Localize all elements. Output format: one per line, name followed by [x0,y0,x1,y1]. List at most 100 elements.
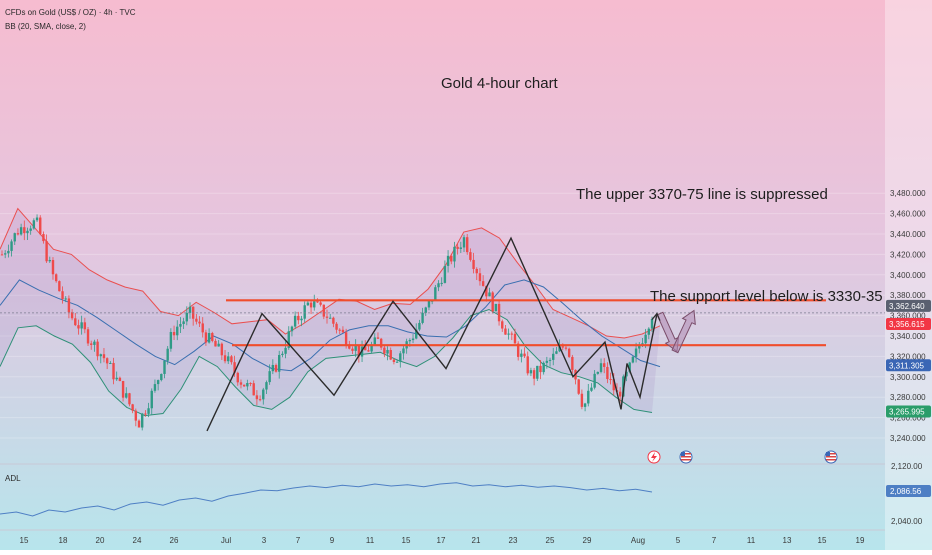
candle [367,345,370,352]
price-tick-label: 3,320.000 [890,352,926,361]
candle [109,361,112,364]
candle [523,347,526,358]
candle [217,340,220,347]
candle [246,379,249,391]
candle [580,389,584,410]
candle [456,244,459,255]
adl-axis-tick: 2,040.00 [891,517,923,526]
candle [207,328,211,344]
candle [357,345,361,363]
candle [290,325,294,337]
time-tick-label: 24 [133,536,142,545]
price-tick-label: 3,340.000 [890,332,926,341]
candle [373,333,376,346]
candle [379,337,383,350]
candle [74,312,77,327]
candle [204,329,208,346]
candle [542,361,545,375]
candle [48,256,51,263]
candle [552,347,555,366]
time-tick-label: 9 [330,536,335,545]
price-tick-label: 3,260.000 [890,414,926,423]
candle [265,380,268,395]
candle [137,419,141,428]
candle [555,347,558,355]
price-tick-label: 3,440.000 [890,230,926,239]
candle [475,267,478,281]
candle [35,214,39,222]
candle [472,252,475,274]
candle [144,410,147,417]
candle [328,313,332,319]
candle [198,316,201,328]
candle [278,350,281,379]
candle [172,325,176,341]
candle [309,299,313,315]
us-flag-icon[interactable] [824,450,838,464]
candle [606,362,609,384]
candle [386,346,389,361]
candle [587,383,590,407]
price-tick-label: 3,280.000 [890,393,926,402]
candle [376,332,380,339]
indicator-label: BB (20, SMA, close, 2) [5,22,86,31]
candle [58,280,61,292]
candle [395,359,399,363]
candle [128,392,131,407]
candle [532,367,536,386]
svg-text:3,265.995: 3,265.995 [889,407,925,416]
candle [599,358,603,374]
lightning-icon[interactable] [647,450,661,464]
candle [274,363,278,373]
candle [182,317,185,330]
zigzag-pattern[interactable] [206,236,658,432]
candle [19,223,23,236]
candle [469,248,472,262]
candle [223,350,227,364]
candle [411,334,415,344]
candle [83,317,87,334]
candle [539,359,542,380]
candle [510,331,514,341]
candle [90,340,93,350]
time-tick-label: 26 [170,536,179,545]
candle [51,257,55,280]
candle [214,338,217,347]
candle [176,320,179,341]
candle [227,352,230,365]
candle [322,304,326,320]
candle [501,319,504,332]
candle [647,327,651,340]
candle [297,311,300,325]
candle [332,316,335,328]
price-tick-label: 3,360.000 [890,312,926,321]
time-tick-label: 11 [366,536,375,545]
candle [3,250,7,259]
candle [86,326,90,347]
candle [392,358,396,365]
candle [453,241,456,268]
candle [16,228,20,236]
candle [402,344,405,360]
candle [150,388,153,415]
candle [520,349,523,363]
up-arrow-icon [671,309,696,354]
time-tick-label: Aug [631,536,645,545]
time-tick-label: 25 [546,536,555,545]
candle [0,250,4,256]
adl-value-tag: 2,086.56 [886,485,931,497]
bollinger-upper-band [0,207,661,339]
candle [478,268,482,286]
projection-arrows[interactable] [656,309,696,354]
time-tick-label: 15 [20,536,29,545]
us-flag-icon[interactable] [679,450,693,464]
candle [545,356,549,369]
candle [102,347,106,363]
price-tags: 3,362.640 3,356.615 3,311.305 3,265.995 [886,299,931,418]
time-tick-label: 11 [747,536,756,545]
candle [201,317,204,338]
price-tag-last: 3,362.640 [886,299,931,312]
price-grid [0,192,885,439]
time-tick-label: 3 [262,536,267,545]
